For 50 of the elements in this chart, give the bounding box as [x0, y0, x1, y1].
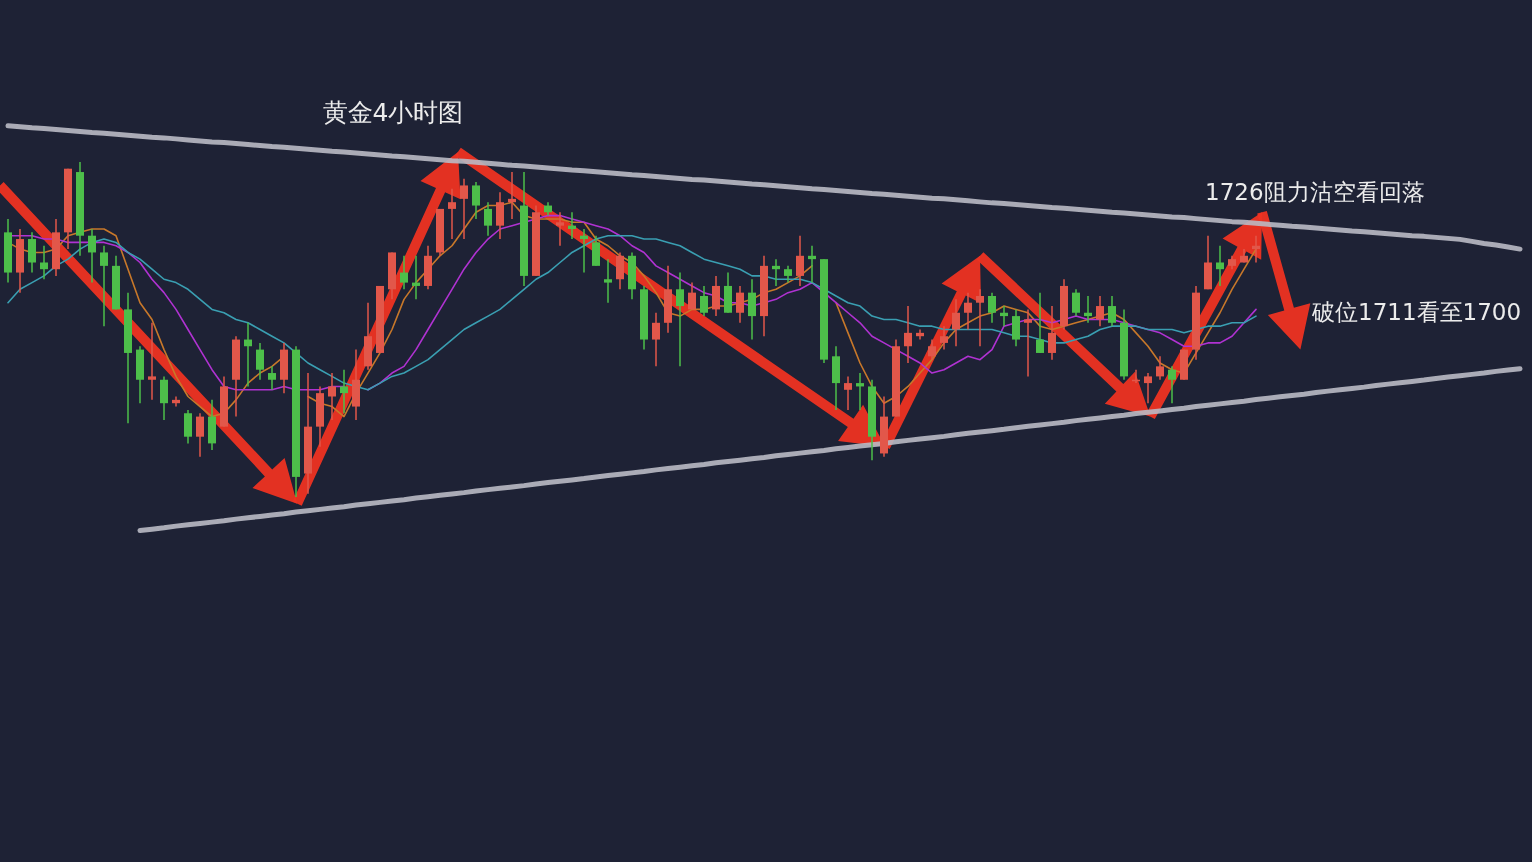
candlestick: [448, 188, 456, 240]
candlestick: [652, 312, 660, 368]
candlestick: [1024, 308, 1032, 378]
candlestick: [700, 285, 708, 317]
candlestick: [1072, 288, 1080, 317]
candlestick: [844, 375, 852, 411]
candlestick: [1012, 308, 1020, 347]
candlestick: [328, 372, 336, 421]
candlestick: [688, 281, 696, 311]
candlestick: [1168, 365, 1176, 404]
candlestick: [964, 291, 972, 331]
candlestick: [1036, 291, 1044, 354]
candlestick: [748, 278, 756, 341]
candlestick: [460, 178, 468, 240]
candlestick: [1108, 295, 1116, 327]
candlestick: [940, 325, 948, 351]
candlestick: [988, 291, 996, 324]
annotation: 破位1711看至1700: [1311, 299, 1522, 325]
candlestick: [1156, 355, 1164, 381]
candlestick: [904, 305, 912, 364]
candlestick: [1096, 295, 1104, 327]
candlestick: [484, 201, 492, 237]
candlestick: [796, 234, 804, 287]
candlestick: [88, 228, 96, 284]
candlestick: [604, 258, 612, 304]
candlestick: [160, 375, 168, 421]
chart-title: 黄金4小时图: [322, 98, 464, 127]
candlestick: [340, 368, 348, 414]
candlestick: [256, 342, 264, 381]
candlestick: [100, 245, 108, 327]
candlestick: [952, 298, 960, 347]
candlestick: [472, 181, 480, 220]
candlestick: [676, 271, 684, 368]
candlestick: [268, 365, 276, 391]
candlestick: [592, 234, 600, 267]
candlestick: [616, 251, 624, 291]
candlestick: [196, 412, 204, 458]
candlestick: [496, 191, 504, 240]
candlestick: [976, 288, 984, 347]
annotation: 1726阻力沽空看回落: [1205, 179, 1425, 205]
candlestick: [712, 275, 720, 317]
candlestick: [28, 231, 36, 274]
candlestick: [1144, 372, 1152, 404]
candlestick: [148, 322, 156, 401]
candlestick: [556, 211, 564, 247]
candlestick: [1048, 305, 1056, 361]
candlestick: [400, 255, 408, 291]
candlestick: [736, 285, 744, 324]
candlestick: [184, 409, 192, 445]
candlestick: [928, 338, 936, 361]
